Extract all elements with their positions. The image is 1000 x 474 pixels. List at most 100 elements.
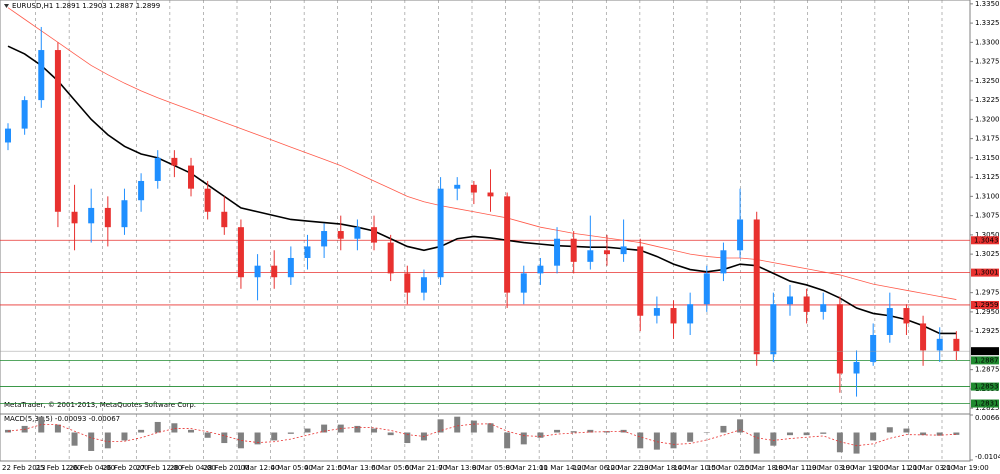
candle-body — [204, 188, 211, 212]
macd-bar — [703, 432, 710, 434]
candle-body — [404, 273, 411, 293]
x-tick-label: 28 Feb 04:00 — [170, 464, 216, 472]
candle-body — [88, 207, 95, 224]
x-tick-label: 6 Mar 05:00 — [371, 464, 413, 472]
candle-body — [886, 308, 893, 335]
x-tick-label: 21 Mar 19:00 — [942, 464, 989, 472]
candle-body — [371, 227, 378, 243]
y-tick-label: 1.3275 — [975, 58, 1000, 66]
level-label: 1.2887 — [974, 356, 999, 364]
macd-bar — [637, 432, 644, 449]
candle-body — [54, 50, 61, 212]
candle-body — [554, 238, 561, 266]
candle-body — [903, 308, 910, 324]
macd-bar — [903, 428, 910, 433]
moving-average — [7, 45, 957, 335]
level-badge — [971, 399, 999, 408]
macd-bar — [271, 432, 278, 441]
y-tick-label: 1.2950 — [975, 308, 1000, 316]
candle-body — [853, 361, 860, 374]
macd-bar — [404, 432, 411, 444]
candle-body — [237, 227, 244, 278]
x-tick-label: 19 Mar 19:00 — [841, 464, 888, 472]
candle-body — [354, 227, 361, 239]
x-tick-label: 6 Mar 21:00 — [405, 464, 447, 472]
y-tick-label: 1.3300 — [975, 38, 1000, 46]
macd-bar — [188, 429, 195, 433]
level-label: 1.3001 — [974, 269, 999, 277]
candle-body — [786, 296, 793, 305]
macd-bar — [171, 423, 178, 433]
x-tick-label: 27 Feb 12:00 — [136, 464, 182, 472]
macd-bar — [537, 432, 544, 438]
macd-bar — [653, 432, 660, 450]
frame — [0, 0, 971, 462]
candle-body — [637, 246, 644, 316]
macd-bar — [520, 432, 527, 445]
y-tick-label: 1.3250 — [975, 77, 1000, 85]
candle-body — [154, 157, 161, 181]
candle-body — [321, 231, 328, 247]
macd-bar — [570, 431, 577, 433]
candle-body — [420, 277, 427, 293]
y-tick-label: 1.3125 — [975, 173, 1000, 181]
candle-body — [570, 238, 577, 262]
candle-body — [437, 188, 444, 278]
y-tick-label: 1.2875 — [975, 366, 1000, 374]
candle-body — [687, 304, 694, 324]
candle-body — [520, 273, 527, 293]
candle-body — [387, 242, 394, 274]
candle-body — [504, 196, 511, 293]
x-tick-label: 13 Mar 18:00 — [640, 464, 687, 472]
x-tick-label: 5 Mar 13:00 — [338, 464, 380, 472]
macd-bar — [820, 432, 827, 434]
macd-bar — [687, 432, 694, 442]
macd-bar — [670, 432, 677, 449]
macd-bar — [487, 423, 494, 433]
x-tick-label: 15 Mar 18:00 — [741, 464, 788, 472]
candle-body — [820, 304, 827, 312]
candle-body — [587, 250, 594, 262]
x-tick-label: 19 Mar 03:00 — [808, 464, 855, 472]
x-tick-label: 8 Mar 05:00 — [472, 464, 514, 472]
y-tick-label: 1.3150 — [975, 154, 1000, 162]
x-tick-label: 12 Mar 22:00 — [606, 464, 653, 472]
macd-bar — [920, 432, 927, 436]
candle-body — [920, 323, 927, 351]
x-tick-label: 11 Mar 14:00 — [539, 464, 586, 472]
moving-average — [7, 7, 957, 300]
macd-bar — [287, 432, 294, 434]
macd-bar — [853, 432, 860, 454]
candle-body — [5, 128, 11, 143]
candle-body — [720, 250, 727, 274]
macd-bar — [387, 432, 394, 436]
y-tick-label: 1.3200 — [975, 115, 1000, 123]
level-label: 1.2831 — [974, 400, 999, 408]
candle-body — [254, 265, 261, 278]
macd-bar — [121, 432, 128, 441]
candle-body — [71, 211, 78, 224]
macd-tick-label: -0.01043 — [975, 453, 1000, 461]
macd-bar — [54, 424, 61, 433]
candle-body — [670, 308, 677, 324]
x-tick-label: 22 Feb 2013 — [2, 464, 46, 472]
y-tick-label: 1.3350 — [975, 0, 1000, 8]
macd-label: MACD(5,34,5) -0.00093 -0.00067 — [4, 415, 120, 423]
macd-bar — [936, 432, 943, 436]
x-tick-label: 28 Feb 20:00 — [203, 464, 249, 472]
macd-bar — [953, 432, 960, 435]
macd-bar — [304, 428, 311, 433]
macd-bar — [371, 428, 378, 433]
macd-bar — [88, 432, 95, 451]
x-tick-label: 12 Mar 06:00 — [573, 464, 620, 472]
candle-body — [936, 338, 943, 351]
macd-bar — [836, 432, 843, 453]
candle-body — [537, 265, 544, 274]
candle-body — [953, 338, 960, 352]
x-tick-label: 8 Mar 21:00 — [506, 464, 548, 472]
candle-body — [337, 231, 344, 239]
y-tick-label: 1.2975 — [975, 289, 1000, 297]
candle-body — [21, 100, 28, 129]
macd-bar — [71, 432, 78, 446]
candle-body — [770, 304, 777, 355]
